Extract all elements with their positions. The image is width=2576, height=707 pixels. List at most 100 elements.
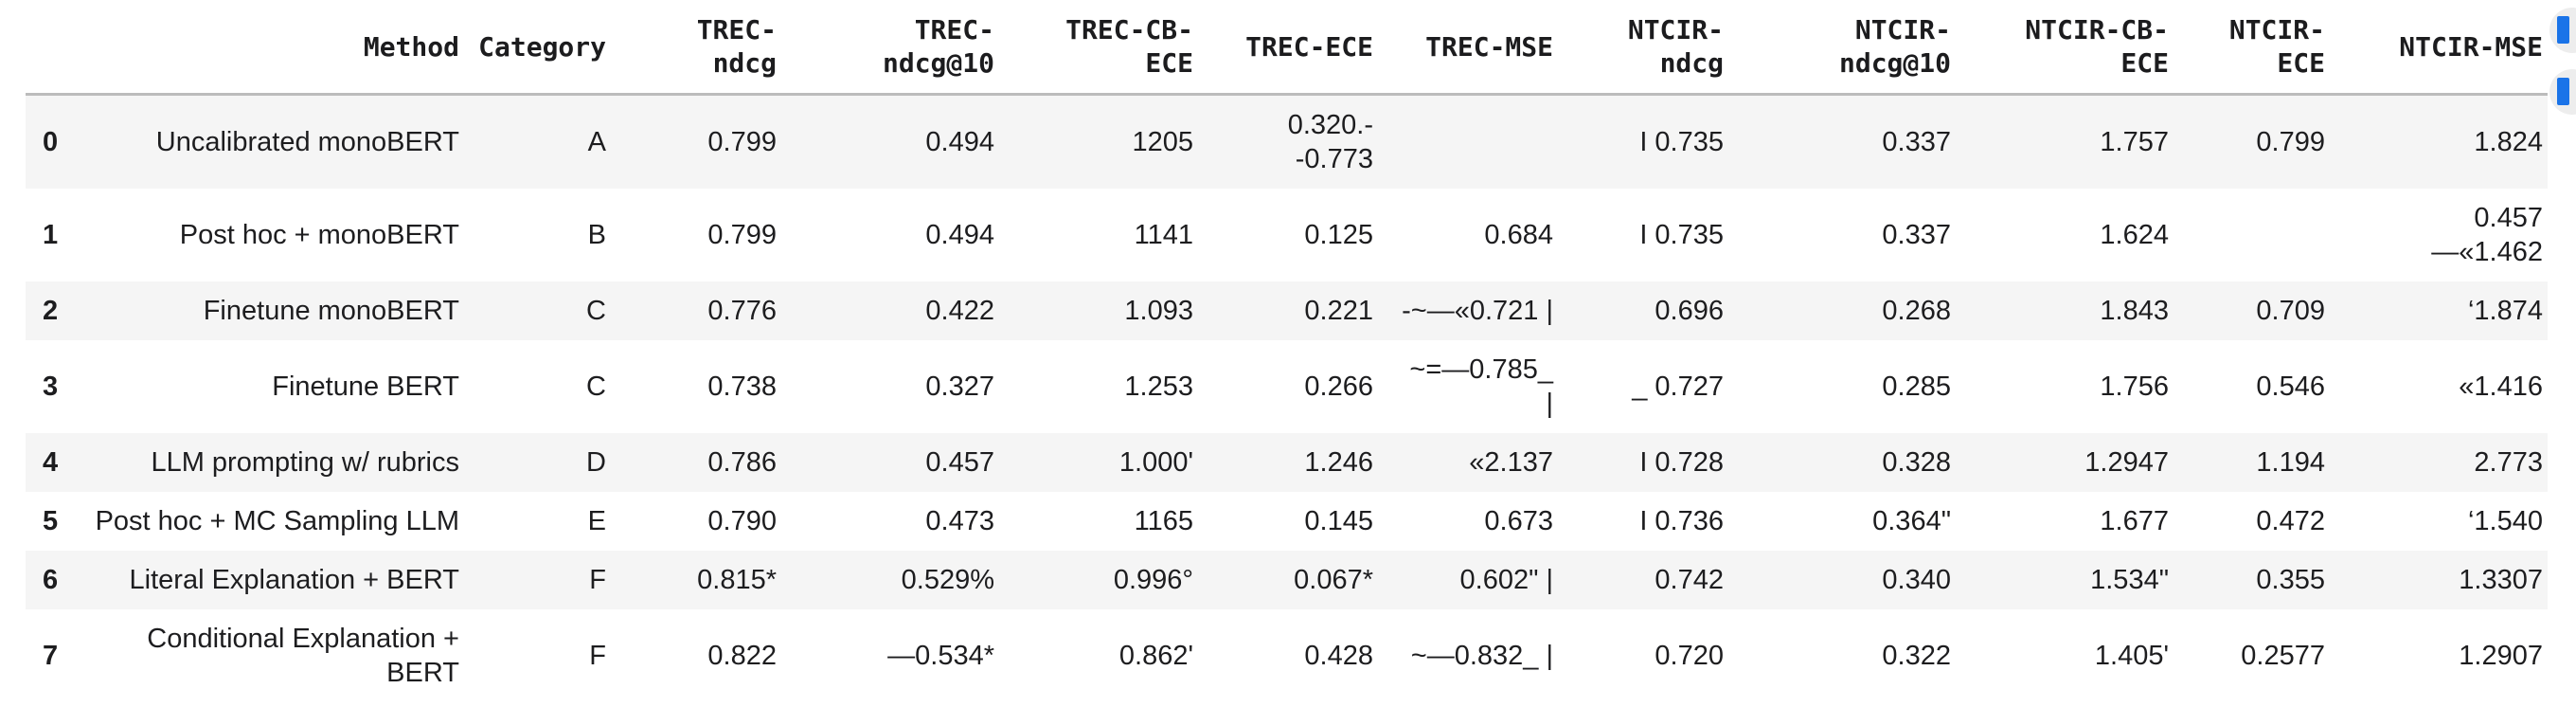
table-row: 3 Finetune BERT C 0.738 0.327 1.253 0.266 ~=—0.… (26, 340, 2548, 433)
table-cell: 1.756 (2100, 372, 2169, 402)
table-cell: 1.843 (2100, 296, 2169, 326)
column-header-ntcir_ndcg_10: NTCIR- ndcg@10 (1728, 0, 1956, 96)
table-cell: 2.773 (2474, 447, 2543, 478)
dataframe-table: Method Category TREC- ndcg TREC- ndcg@10 TRE… (26, 0, 2548, 702)
column-header-trec_ndcg: TREC- ndcg (611, 0, 781, 96)
column-header-category: Category (464, 0, 611, 96)
row-index: 4 (43, 447, 59, 478)
table-cell: 0.799 (2256, 127, 2325, 157)
table-row: 0 Uncalibrated monoBERT A 0.799 0.494 1205 0.3… (26, 94, 2548, 190)
table-cell: 0.742 (1655, 565, 1724, 595)
column-header-trec_ece: TREC-ECE (1198, 0, 1378, 96)
table-cell: 1.093 (1124, 296, 1193, 326)
table-cell: 0.337 (1882, 127, 1951, 157)
table-cell: C (586, 296, 606, 326)
table-cell: Post hoc + monoBERT (179, 220, 459, 250)
table-cell: «2.137 (1469, 447, 1553, 478)
table-cell: 0.862' (1118, 641, 1193, 671)
table-row: 2 Finetune monoBERT C 0.776 0.422 1.093 0.221-… (26, 281, 2548, 340)
column-header-ntcir_mse: NTCIR-MSE (2330, 0, 2548, 96)
table-cell: —0.534* (887, 641, 994, 671)
table-cell: Post hoc + MC Sampling LLM (95, 506, 459, 536)
table-cell: 0.327 (925, 372, 994, 402)
row-index: 2 (43, 296, 59, 326)
table-cell: 1.2907 (2459, 641, 2543, 671)
table-cell: 1.3307 (2459, 565, 2543, 595)
table-cell: 0.337 (1882, 220, 1951, 250)
table-cell: 1.246 (1304, 447, 1373, 478)
table-cell: 1205 (1132, 127, 1193, 157)
table-cell: 0.422 (925, 296, 994, 326)
table-cell: 1141 (1134, 220, 1193, 250)
table-cell: 0.799 (707, 220, 777, 250)
table-cell: B (587, 220, 606, 250)
table-cell: Conditional Explanation + BERT (147, 624, 459, 688)
table-cell: I 0.735 (1639, 127, 1724, 157)
table-cell: 0.494 (925, 220, 994, 250)
row-index: 1 (43, 220, 59, 250)
table-cell: 0.684 (1484, 220, 1553, 250)
table-cell: 0.428 (1304, 641, 1373, 671)
table-body: 0 Uncalibrated monoBERT A 0.799 0.494 1205 0.3… (26, 94, 2548, 702)
table-cell: I 0.735 (1639, 220, 1724, 250)
table-cell: ‘1.540 (2467, 506, 2543, 536)
table-row: 5 Post hoc + MC Sampling LLM E 0.790 0.473 11… (26, 492, 2548, 551)
table-cell: 0.815* (697, 565, 777, 595)
table-cell: 1.624 (2100, 220, 2169, 250)
table-cell: C (586, 372, 606, 402)
table-cell: «1.416 (2459, 372, 2543, 402)
table-cell: Uncalibrated monoBERT (155, 127, 459, 157)
table-cell: 1.405' (2094, 641, 2169, 671)
table-cell: -~—«0.721 | (1402, 296, 1553, 326)
table-cell: 0.320.- -0.773 (1287, 110, 1373, 174)
table-cell: 0.696 (1655, 296, 1724, 326)
table-cell: 1.757 (2100, 127, 2169, 157)
table-cell: 0.457 (925, 447, 994, 478)
table-icon (2557, 16, 2569, 44)
table-row: 7 Conditional Explanation + BERT F 0.822 —0.… (26, 609, 2548, 702)
table-cell: ~=—0.785_ | (1409, 354, 1553, 419)
table-cell: 1.194 (2256, 447, 2325, 478)
table-cell: 0.996° (1113, 565, 1193, 595)
column-header-method: Method (71, 0, 464, 96)
table-cell: 0.720 (1655, 641, 1724, 671)
table-cell: D (586, 447, 606, 478)
table-header: Method Category TREC- ndcg TREC- ndcg@10 TRE… (26, 0, 2548, 96)
column-header-index (26, 0, 71, 96)
table-cell: 0.776 (707, 296, 777, 326)
suggested-charts-button[interactable] (2549, 69, 2576, 115)
table-cell (1378, 95, 1558, 190)
table-cell: 0.529% (901, 565, 994, 595)
table-cell: I 0.736 (1639, 506, 1724, 536)
row-index: 3 (43, 372, 59, 402)
table-cell: 1.824 (2474, 127, 2543, 157)
table-cell: 1.2947 (2084, 447, 2169, 478)
table-cell: 1.000' (1118, 447, 1193, 478)
table-cell: 1.534" (2090, 565, 2169, 595)
table-cell: F (589, 565, 606, 595)
table-cell: 0.790 (707, 506, 777, 536)
table-cell: 0.546 (2256, 372, 2325, 402)
table-cell: E (587, 506, 606, 536)
table-cell: ‘1.874 (2467, 296, 2543, 326)
table-cell: 0.494 (925, 127, 994, 157)
column-header-trec_ndcg_10: TREC- ndcg@10 (781, 0, 999, 96)
table-row: 4 LLM prompting w/ rubrics D 0.786 0.457 1.00… (26, 433, 2548, 492)
table-cell: 0.473 (925, 506, 994, 536)
row-index: 7 (43, 641, 59, 671)
table-cell: 0.125 (1304, 220, 1373, 250)
table-cell: Finetune BERT (272, 372, 459, 402)
table-row: 6 Literal Explanation + BERT F 0.815* 0.529%… (26, 551, 2548, 609)
table-cell: 0.355 (2256, 565, 2325, 595)
table-header-row: Method Category TREC- ndcg TREC- ndcg@10 TRE… (26, 0, 2548, 96)
table-cell: 0.472 (2256, 506, 2325, 536)
column-header-ntcir_cb_ece: NTCIR-CB- ECE (1956, 0, 2174, 96)
table-cell: 0.221 (1304, 296, 1373, 326)
interactive-table-button[interactable] (2549, 8, 2576, 53)
table-cell: LLM prompting w/ rubrics (151, 447, 459, 478)
column-header-ntcir_ece: NTCIR- ECE (2174, 0, 2330, 96)
table-cell: 0.328 (1882, 447, 1951, 478)
table-cell: 0.340 (1882, 565, 1951, 595)
column-header-ntcir_ndcg: NTCIR- ndcg (1558, 0, 1728, 96)
table-cell: 0.322 (1882, 641, 1951, 671)
